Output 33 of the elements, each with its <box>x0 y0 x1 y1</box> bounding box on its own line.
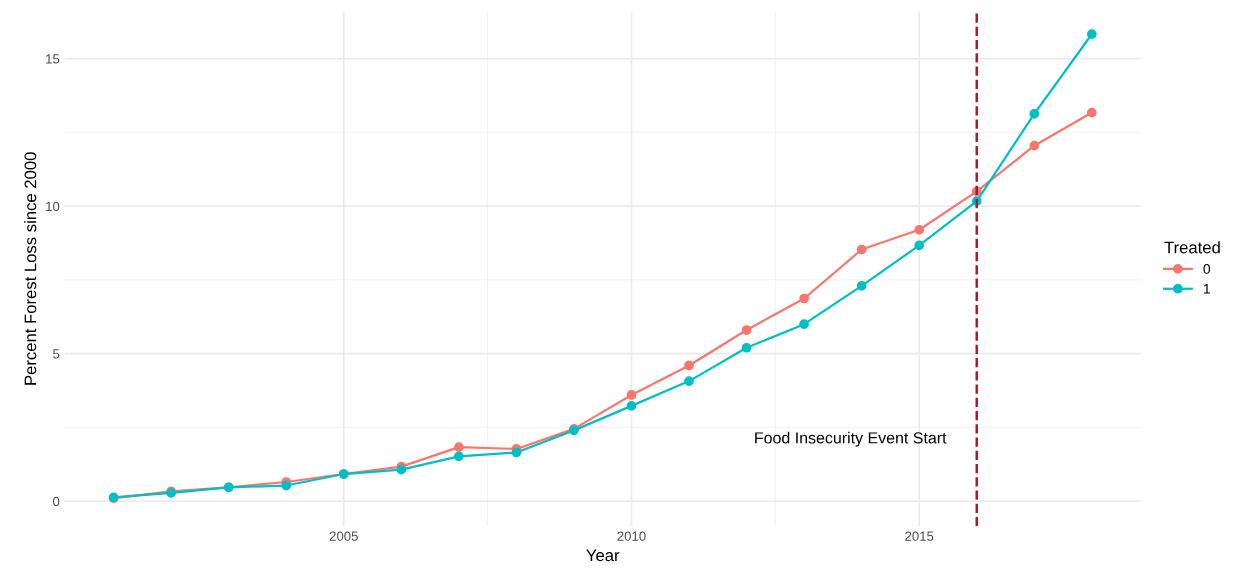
point <box>799 319 809 330</box>
y-tick-label: 5 <box>53 349 60 359</box>
point <box>799 293 809 304</box>
x-tick-label: 2015 <box>905 531 934 541</box>
point <box>453 442 464 453</box>
y-axis-title: Percent Forest Loss since 2000 <box>24 152 37 385</box>
legend-label: 0 <box>1203 264 1211 274</box>
point <box>453 451 464 462</box>
x-tick-label: 2005 <box>329 531 358 541</box>
point <box>1086 107 1097 118</box>
y-tick-label: 0 <box>53 496 60 507</box>
point <box>626 390 637 400</box>
point <box>281 480 292 491</box>
point <box>856 280 867 291</box>
point <box>741 325 752 335</box>
point <box>741 342 752 353</box>
legend-label: 1 <box>1203 284 1210 294</box>
annotation: Food Insecurity Event Start <box>755 431 947 447</box>
legend-title: Treated <box>1164 241 1220 254</box>
point <box>684 360 694 371</box>
y-tick-label: 10 <box>46 201 60 212</box>
x-tick-label: 2010 <box>617 531 646 541</box>
point <box>914 224 925 235</box>
point <box>684 376 694 386</box>
point <box>1086 29 1097 40</box>
point <box>511 447 522 458</box>
y-tick-label: 15 <box>46 54 60 64</box>
point <box>626 401 637 411</box>
point <box>856 244 867 255</box>
point <box>914 240 925 251</box>
point <box>1029 108 1040 119</box>
x-axis-title: Year <box>586 549 620 562</box>
point <box>1029 140 1040 151</box>
